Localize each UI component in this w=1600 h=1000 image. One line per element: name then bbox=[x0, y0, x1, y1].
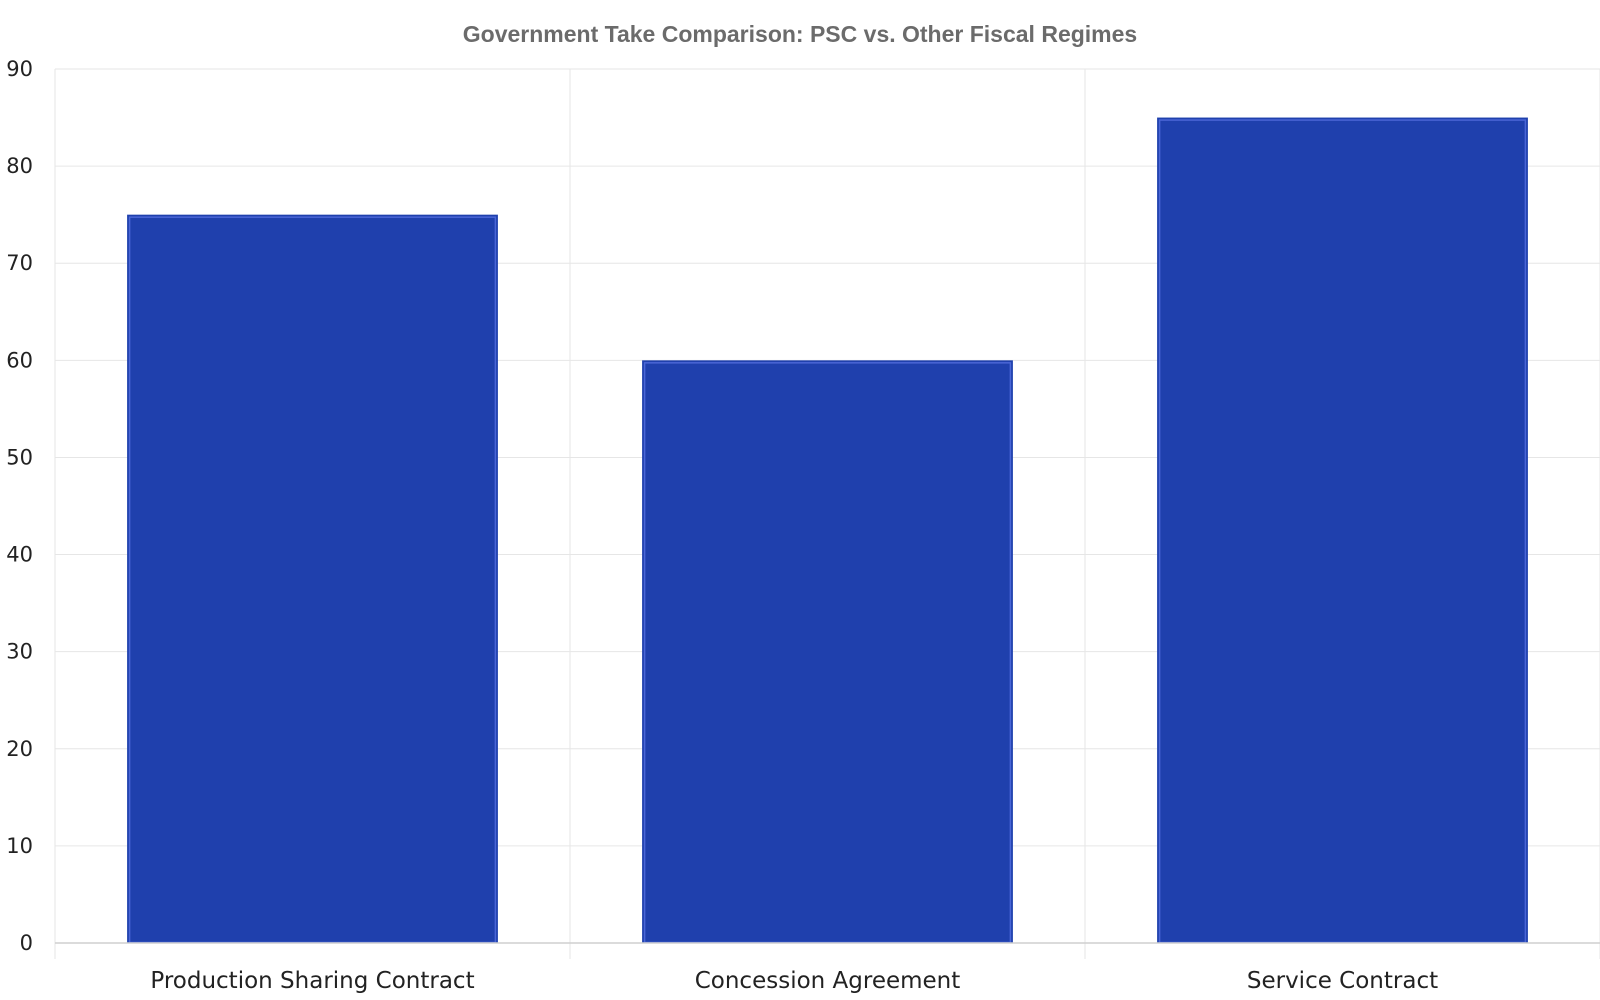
y-tick-labels: 0 10 20 30 40 50 60 70 80 90 bbox=[6, 57, 33, 955]
y-tick-label: 30 bbox=[6, 640, 33, 664]
bar-fill bbox=[127, 214, 498, 943]
y-tick-label: 80 bbox=[6, 154, 33, 178]
bar-fill bbox=[642, 360, 1013, 943]
bars bbox=[127, 117, 1528, 944]
y-tick-label: 10 bbox=[6, 834, 33, 858]
y-tick-label: 40 bbox=[6, 543, 33, 567]
bar bbox=[127, 214, 498, 944]
bar bbox=[1157, 117, 1528, 944]
y-tick-label: 50 bbox=[6, 445, 33, 469]
y-tick-label: 70 bbox=[6, 251, 33, 275]
y-tick-label: 20 bbox=[6, 737, 33, 761]
y-tick-label: 90 bbox=[6, 57, 33, 81]
bar bbox=[642, 360, 1013, 944]
y-tick-label: 60 bbox=[6, 348, 33, 372]
x-category-label: Concession Agreement bbox=[695, 968, 961, 994]
x-category-label: Service Contract bbox=[1247, 968, 1438, 994]
bar-fill bbox=[1157, 117, 1528, 944]
y-tick-label: 0 bbox=[20, 931, 33, 955]
x-category-labels: Production Sharing Contract Concession Ag… bbox=[150, 968, 1438, 994]
chart-title: Government Take Comparison: PSC vs. Othe… bbox=[463, 21, 1137, 47]
x-category-label: Production Sharing Contract bbox=[150, 968, 474, 994]
